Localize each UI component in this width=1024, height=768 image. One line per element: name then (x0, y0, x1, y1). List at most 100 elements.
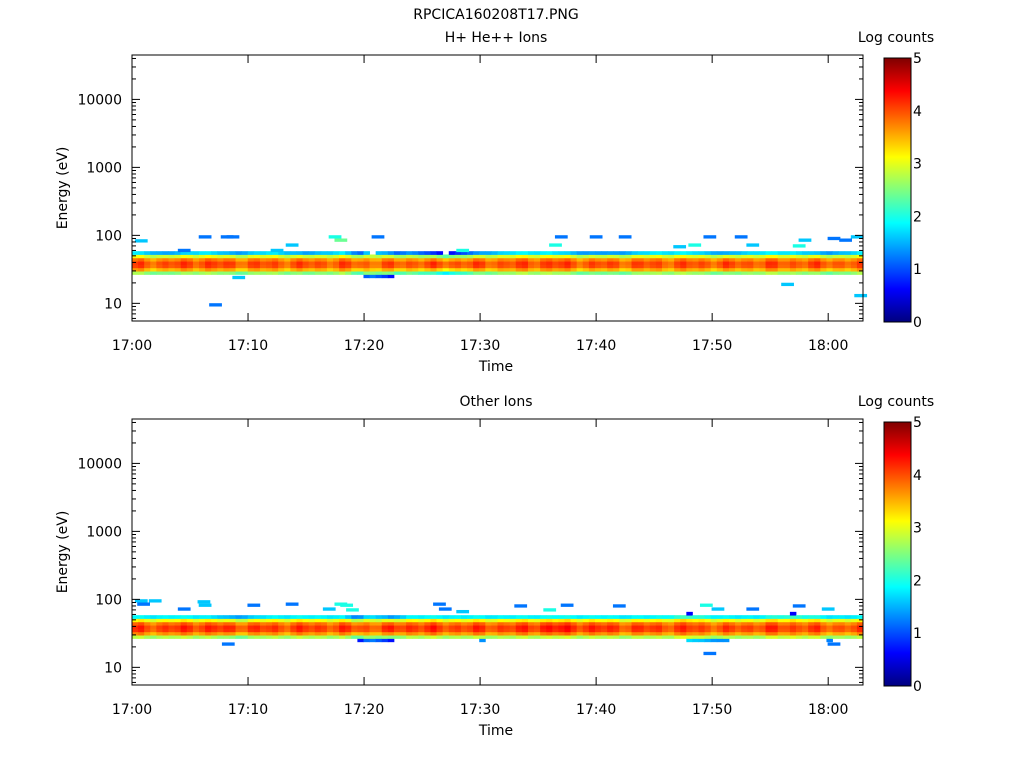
spectrogram-cell (345, 254, 352, 259)
spectrogram-cell (205, 621, 212, 626)
spectrogram-cell (753, 254, 760, 259)
spectrogram-cell (448, 631, 456, 636)
spectrogram-cell (625, 615, 632, 619)
spectrogram-cell (406, 628, 413, 633)
spectrogram-cell (381, 254, 389, 259)
spectrogram-cell (783, 635, 791, 639)
spectrogram-cell (777, 618, 785, 623)
spectrogram-cell (753, 628, 760, 633)
spectrogram-cell (162, 628, 169, 633)
spectrogram-cell (607, 625, 614, 629)
spectrogram-cell (497, 261, 504, 265)
spectrogram-cell (174, 615, 182, 619)
spectrogram-cell (211, 631, 218, 636)
spectrogram-cell (832, 251, 840, 255)
spectrogram-cell (467, 631, 474, 636)
spectrogram-cell (485, 631, 492, 636)
spectrogram-cell (546, 261, 553, 265)
spectrogram-cell (795, 618, 803, 623)
spectrogram-cell (375, 261, 383, 265)
spectrogram-cell (576, 271, 584, 275)
spectrogram-cell (789, 267, 797, 272)
spectrogram-cell (479, 621, 486, 626)
spectrogram-cell (668, 271, 675, 275)
spectrogram-cell (320, 271, 328, 275)
spectrogram-cell (625, 625, 632, 629)
spectrogram-cell (765, 635, 773, 639)
spectrogram-cell (503, 271, 511, 275)
spectrogram-cell (558, 264, 565, 269)
spectrogram-cell (704, 254, 712, 259)
spectrogram-cell (680, 631, 687, 636)
spectrogram-cell (759, 254, 766, 259)
spectrogram-cell (637, 264, 645, 269)
spectrogram-cell (497, 271, 504, 275)
spectrogram-cell (320, 257, 328, 262)
spectrogram-cell (607, 267, 614, 272)
spectrogram-cell (333, 628, 340, 633)
spectrogram-cell (132, 615, 139, 619)
spectrogram-cell (168, 257, 176, 262)
spectrogram-cell (436, 631, 444, 636)
spectrogram-cell (320, 635, 328, 639)
spectrogram-cell (686, 261, 693, 265)
spectrogram-cell (515, 635, 523, 639)
spectrogram-cell (631, 615, 639, 619)
spectrogram-cell (491, 271, 498, 275)
spectrogram-cell (588, 261, 596, 265)
spectrogram-cell (186, 621, 194, 626)
spectrogram-cell (473, 271, 480, 275)
spectrogram-cell (430, 621, 437, 626)
spectrogram-cell (132, 625, 139, 629)
spectrogram-cell (229, 635, 236, 639)
sparse-count-pixel (554, 235, 568, 239)
spectrogram-cell (186, 264, 194, 269)
spectrogram-cell (253, 625, 261, 629)
spectrogram-cell (722, 621, 730, 626)
spectrogram-cell (832, 621, 840, 626)
spectrogram-cell (211, 254, 218, 259)
spectrogram-cell (637, 271, 645, 275)
spectrogram-cell (211, 264, 218, 269)
spectrogram-cell (199, 628, 206, 633)
spectrogram-cell (515, 628, 523, 633)
spectrogram-cell (168, 621, 176, 626)
spectrogram-cell (199, 251, 206, 255)
spectrogram-cell (156, 625, 163, 629)
spectrogram-cell (491, 257, 498, 262)
spectrogram-cell (229, 615, 236, 619)
spectrogram-cell (558, 631, 565, 636)
spectrogram-cell (680, 615, 687, 619)
sparse-count-pixel (543, 608, 557, 612)
spectrogram-cell (741, 625, 748, 629)
spectrogram-cell (655, 271, 663, 275)
sparse-count-pixel (792, 244, 806, 248)
spectrogram-cell (369, 638, 377, 643)
spectrogram-cell (802, 635, 809, 639)
spectrogram-cell (296, 625, 303, 629)
colorbar-tick-label: 3 (913, 157, 922, 173)
spectrogram-cell (241, 628, 249, 633)
sparse-count-pixel (549, 243, 562, 247)
spectrogram-cell (722, 267, 730, 272)
spectrogram-cell (607, 631, 614, 636)
spectrogram-cell (302, 267, 310, 272)
spectrogram-cell (735, 618, 742, 623)
spectrogram-cell (795, 257, 803, 262)
colorbar-tick-label: 1 (913, 626, 922, 642)
spectrogram-cell (205, 635, 212, 639)
spectrogram-cell (473, 631, 480, 636)
spectrogram-cell (186, 635, 194, 639)
spectrogram-cell (217, 267, 224, 272)
spectrogram-cell (369, 271, 377, 275)
spectrogram-cell (442, 254, 450, 259)
spectrogram-cell (783, 271, 791, 275)
spectrogram-cell (199, 267, 206, 272)
spectrogram-cell (132, 618, 139, 623)
sparse-count-pixel (798, 238, 812, 242)
spectrogram-cell (509, 625, 517, 629)
spectrogram-cell (132, 628, 139, 633)
spectrogram-cell (838, 257, 846, 262)
spectrogram-cell (503, 267, 511, 272)
